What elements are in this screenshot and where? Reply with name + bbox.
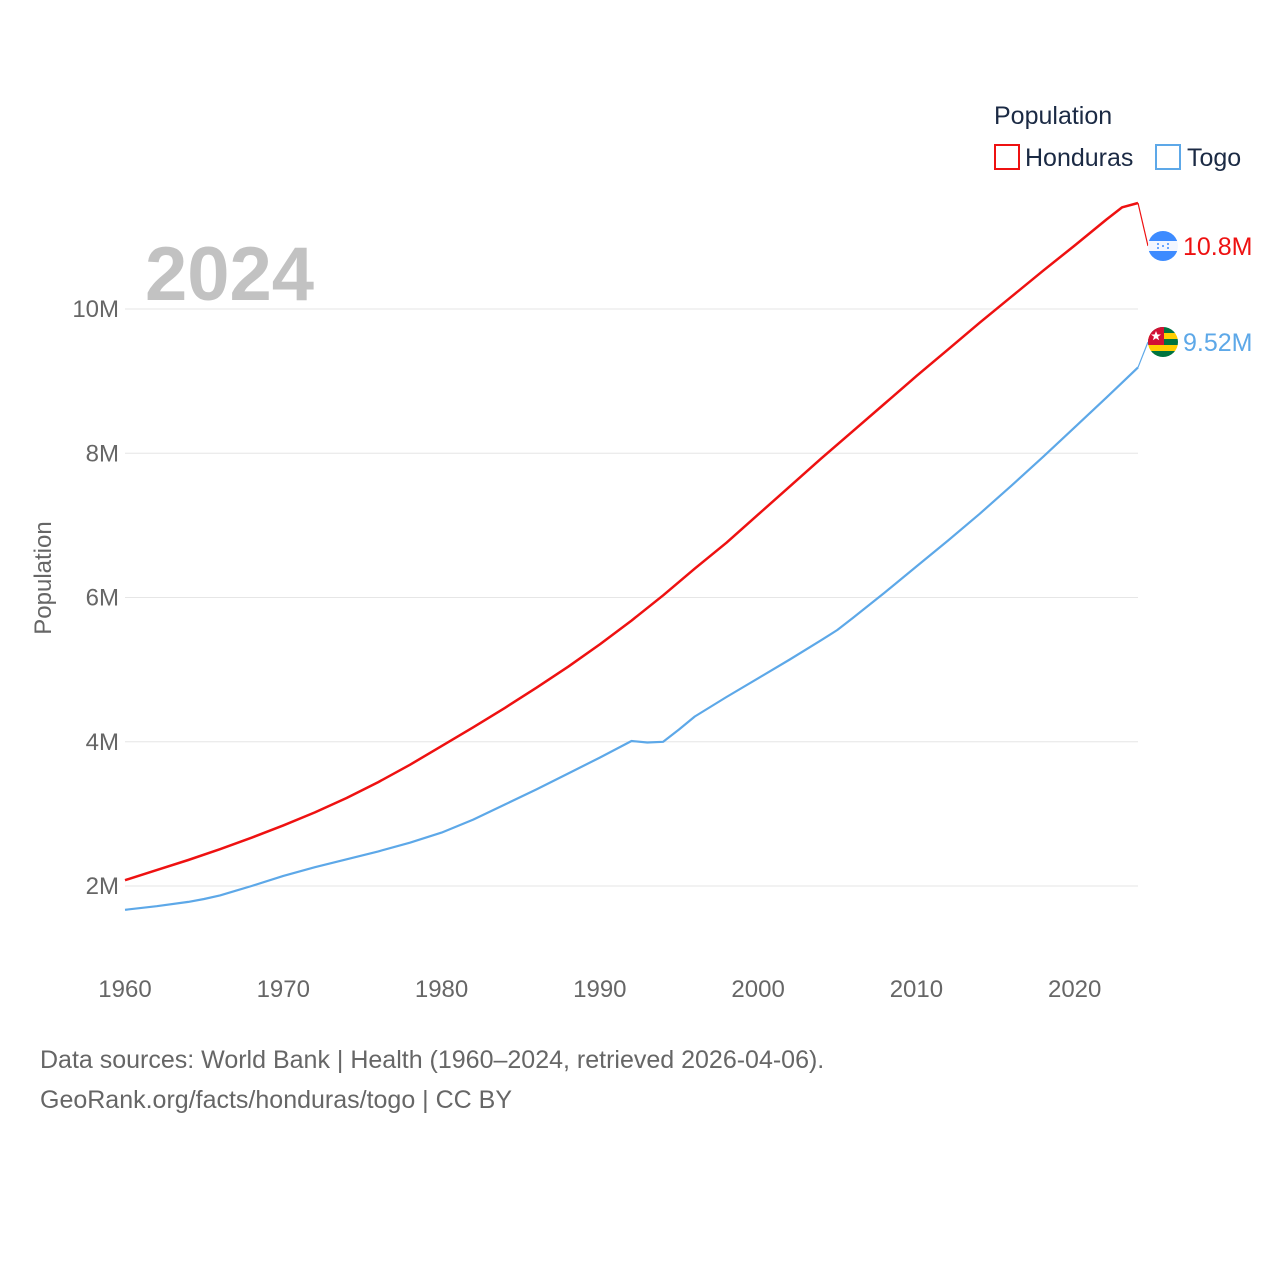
y-tick-label: 8M	[86, 440, 119, 467]
legend-label-togo: Togo	[1187, 144, 1241, 172]
end-label-honduras: 10.8M	[1183, 233, 1252, 261]
end-label-togo: 9.52M	[1183, 329, 1252, 357]
grid-lines	[125, 308, 1138, 887]
series-line-togo	[124, 366, 1139, 911]
x-tick-label: 2010	[890, 976, 943, 1003]
legend-swatch-honduras	[994, 144, 1020, 170]
x-tick-label: 2000	[731, 976, 784, 1003]
togo-flag-icon	[1148, 327, 1178, 357]
legend: Population Honduras Togo	[994, 102, 1241, 172]
y-axis-ticks: 2M 4M 6M 8M 10M	[72, 296, 119, 900]
end-markers: 10.8M 9.52M	[1137, 202, 1252, 368]
chart-footer: Data sources: World Bank | Health (1960–…	[40, 1040, 824, 1120]
x-axis-ticks: 1960 1970 1980 1990 2000 2010 2020	[98, 976, 1101, 1003]
legend-label-honduras: Honduras	[1025, 144, 1133, 172]
honduras-flag-icon	[1148, 231, 1178, 261]
legend-item-togo[interactable]: Togo	[1155, 144, 1241, 172]
x-tick-label: 1980	[415, 976, 468, 1003]
x-tick-label: 1970	[257, 976, 310, 1003]
legend-item-honduras[interactable]: Honduras	[994, 144, 1133, 172]
legend-swatch-togo	[1155, 144, 1181, 170]
y-tick-label: 2M	[86, 873, 119, 900]
y-tick-label: 10M	[72, 296, 119, 323]
end-connector-togo	[1137, 341, 1149, 368]
x-tick-label: 1990	[573, 976, 626, 1003]
y-tick-label: 6M	[86, 585, 119, 612]
series-lines	[124, 201, 1139, 911]
x-tick-label: 1960	[98, 976, 151, 1003]
data-source-note: Data sources: World Bank | Health (1960–…	[40, 1046, 825, 1074]
end-connector-honduras	[1137, 202, 1149, 247]
y-axis-title: Population	[30, 521, 57, 634]
source-url: GeoRank.org/facts/honduras/togo | CC BY	[40, 1086, 513, 1114]
legend-title: Population	[994, 102, 1112, 130]
series-line-honduras	[124, 201, 1139, 882]
x-tick-label: 2020	[1048, 976, 1101, 1003]
year-label: 2024	[145, 232, 314, 317]
y-tick-label: 4M	[86, 729, 119, 756]
